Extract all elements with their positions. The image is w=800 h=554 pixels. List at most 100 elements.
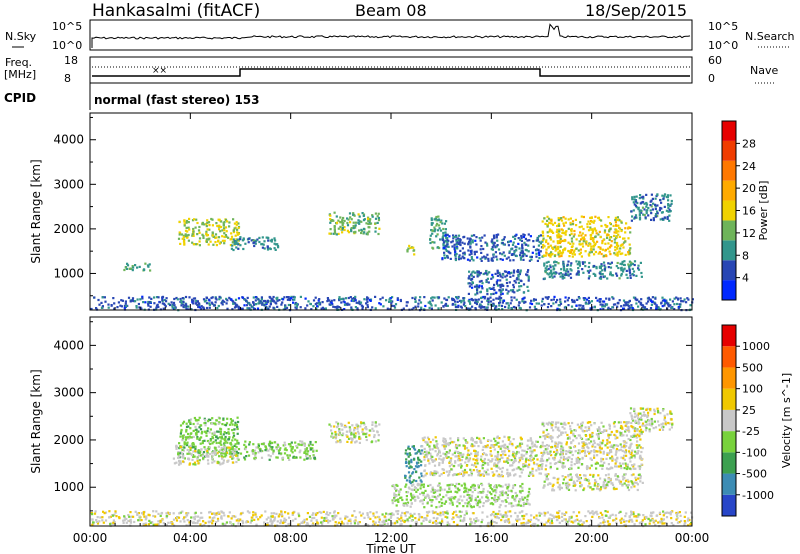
power-cell	[643, 307, 647, 310]
velocity-cell	[580, 484, 583, 487]
power-cell	[575, 238, 578, 241]
power-cell	[434, 228, 437, 231]
power-cell	[547, 246, 550, 249]
power-cell	[451, 245, 454, 248]
velocity-cell	[262, 442, 265, 445]
power-cell	[629, 226, 632, 229]
power-cell	[223, 229, 226, 232]
power-cell	[452, 234, 455, 237]
power-cell	[577, 296, 580, 299]
velocity-cell	[283, 448, 286, 451]
power-cell	[193, 297, 197, 300]
power-cell	[508, 281, 511, 284]
velocity-cell	[474, 452, 477, 455]
power-cell	[645, 302, 648, 305]
velocity-cell	[463, 447, 467, 450]
freq-panel-frame	[89, 56, 693, 84]
velocity-cell	[546, 435, 549, 438]
velocity-cell	[243, 456, 246, 459]
power-cell	[569, 251, 572, 254]
velocity-cell	[589, 473, 592, 476]
power-cell	[258, 300, 261, 303]
velocity-cell	[409, 482, 412, 485]
velocity-cell	[504, 483, 507, 486]
power-cell	[431, 229, 434, 232]
velocity-cell	[410, 461, 413, 464]
power-cell	[654, 203, 657, 206]
power-cell	[558, 236, 561, 239]
power-cell	[218, 295, 221, 298]
velocity-cell	[571, 453, 574, 457]
power-cell	[582, 297, 585, 300]
power-cell	[610, 261, 613, 264]
velocity-cell	[434, 450, 437, 453]
velocity-cell	[330, 425, 333, 428]
velocity-cell	[552, 489, 556, 492]
velocity-cell	[547, 452, 550, 455]
velocity-cell	[562, 449, 565, 452]
power-cell	[454, 251, 457, 254]
power-cell	[354, 221, 357, 224]
velocity-cell	[458, 457, 461, 460]
velocity-cell	[597, 487, 600, 491]
power-cell	[547, 273, 550, 276]
velocity-cell	[667, 421, 670, 425]
cpid-label: CPID	[4, 91, 36, 105]
power-cell	[588, 261, 591, 265]
power-cell	[533, 298, 536, 301]
power-cell	[276, 305, 279, 308]
velocity-cell	[355, 424, 358, 427]
velocity-cell	[257, 451, 260, 454]
velocity-cell	[252, 443, 255, 446]
velocity-cell	[534, 454, 537, 457]
velocity-cell	[484, 462, 487, 465]
power-cell	[357, 219, 360, 222]
power-cell	[320, 307, 323, 310]
power-cell	[505, 274, 509, 277]
power-cell	[567, 260, 570, 263]
velocity-cell	[587, 426, 590, 429]
velocity-cell	[438, 451, 441, 454]
velocity-cell	[641, 481, 644, 484]
velocity-cell	[341, 434, 344, 437]
power-cell	[269, 303, 272, 306]
power-cell	[552, 298, 555, 301]
velocity-cell	[593, 454, 596, 457]
power-cell	[551, 247, 555, 250]
power-cell	[617, 224, 620, 227]
velocity-cell	[192, 429, 195, 432]
power-cell	[116, 306, 119, 309]
velocity-cell	[264, 445, 267, 448]
velocity-cell	[254, 452, 257, 455]
velocity-cell	[556, 428, 559, 431]
power-cell	[466, 307, 469, 310]
power-cell	[369, 298, 373, 301]
power-cell	[499, 286, 502, 289]
velocity-cell	[418, 449, 421, 452]
velocity-cell	[500, 500, 504, 503]
velocity-cell	[416, 495, 419, 498]
power-cell	[643, 208, 646, 211]
velocity-cell	[573, 435, 577, 438]
velocity-cell	[630, 442, 633, 445]
power-cell	[513, 296, 516, 299]
power-cell	[628, 269, 631, 272]
power-cell	[581, 307, 584, 310]
power-cell	[131, 269, 134, 272]
velocity-cell	[179, 460, 182, 463]
power-cell	[431, 241, 434, 244]
power-cell	[601, 273, 604, 276]
velocity-cell	[208, 441, 211, 444]
velocity-cell	[623, 467, 626, 470]
velocity-cell	[622, 434, 625, 437]
velocity-cell	[585, 429, 588, 432]
velocity-cell	[358, 441, 361, 444]
power-cell	[556, 298, 559, 302]
velocity-cell	[582, 488, 585, 492]
power-cell	[389, 297, 392, 300]
velocity-cell	[232, 432, 235, 435]
velocity-cell	[560, 433, 563, 436]
power-cell	[622, 307, 625, 310]
power-cell	[235, 246, 238, 249]
